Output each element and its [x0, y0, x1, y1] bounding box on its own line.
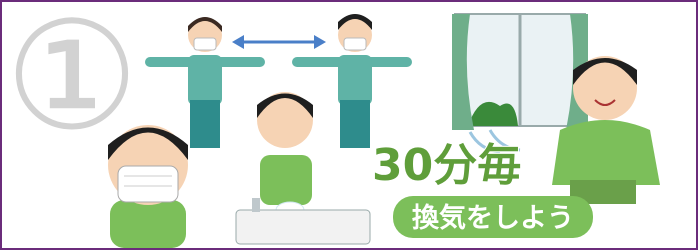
masked-boy — [108, 125, 188, 248]
action-text: 換気をしよう — [412, 202, 574, 234]
interval-text: 30分毎 — [372, 140, 521, 191]
page: ① — [0, 0, 698, 250]
illustration: ① — [0, 0, 698, 250]
